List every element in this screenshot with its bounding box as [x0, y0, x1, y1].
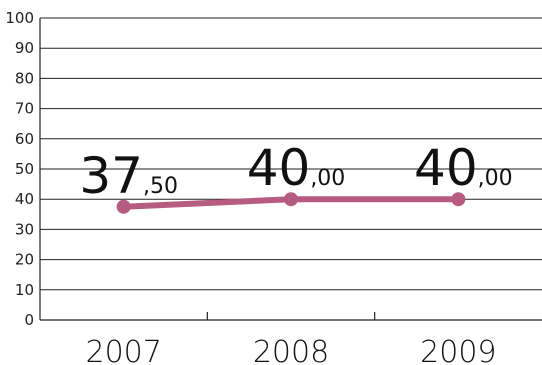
data-label-integer: 37	[79, 147, 143, 205]
x-tick-label: 2008	[253, 335, 329, 365]
data-label-decimal: ,50	[143, 174, 178, 199]
data-label-integer: 40	[414, 139, 478, 197]
data-label-decimal: ,00	[478, 166, 513, 191]
y-tick-label: 60	[15, 130, 34, 148]
y-tick-label: 40	[15, 190, 34, 208]
data-label: 40,00	[414, 139, 513, 197]
y-tick-label: 10	[15, 281, 34, 299]
data-points	[116, 192, 466, 214]
data-point	[116, 199, 131, 214]
y-tick-label: 80	[15, 69, 34, 87]
data-point	[284, 192, 298, 207]
y-tick-label: 0	[24, 311, 34, 329]
data-label: 40,00	[247, 139, 346, 197]
x-axis-ticks	[206, 312, 376, 320]
y-tick-label: 30	[15, 220, 34, 238]
x-tick-label: 2009	[420, 335, 496, 365]
y-tick-label: 20	[15, 251, 34, 269]
data-labels: 37,50 40,00 40,00	[79, 139, 512, 205]
x-axis-tick-labels: 2007 2008 2009	[85, 335, 496, 365]
x-tick-label: 2007	[85, 335, 161, 365]
data-point	[451, 192, 466, 207]
data-label-decimal: ,00	[310, 166, 345, 191]
y-tick-label: 70	[15, 100, 34, 118]
y-tick-label: 90	[15, 39, 34, 57]
y-axis-tick-labels: 0 10 20 30 40 50 60 70 80 90 100	[5, 9, 34, 329]
data-label-integer: 40	[247, 139, 311, 197]
y-tick-label: 50	[15, 160, 34, 178]
gridlines	[40, 17, 542, 291]
data-label: 37,50	[79, 147, 178, 205]
y-tick-label: 100	[5, 9, 34, 27]
